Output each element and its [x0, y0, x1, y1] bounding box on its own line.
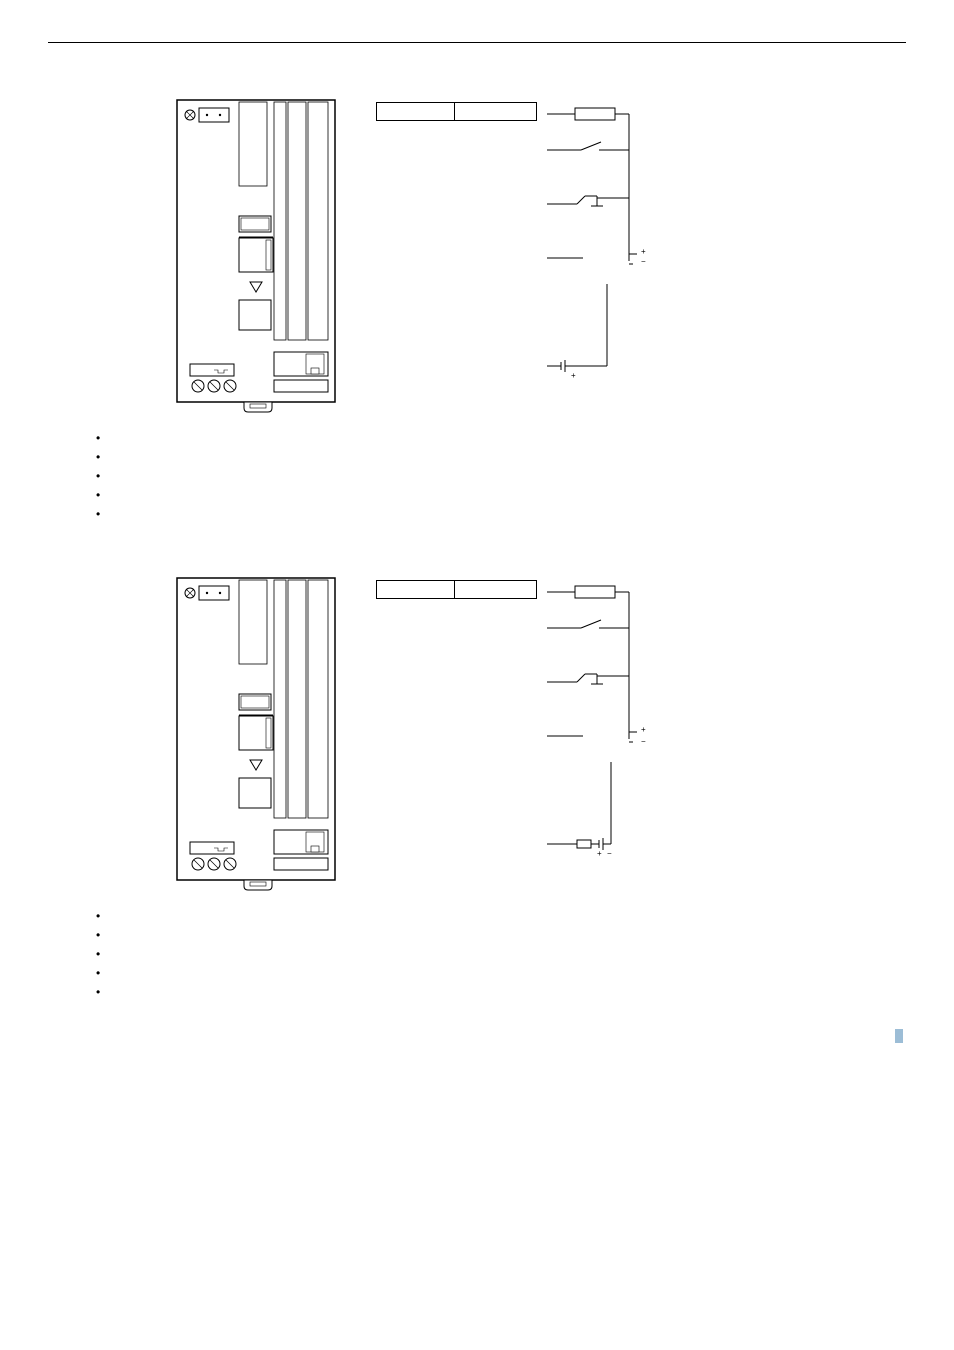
note-item — [96, 450, 906, 464]
module1-blocks — [66, 67, 906, 82]
module1-block: − + + — [66, 67, 906, 521]
note-item — [96, 966, 906, 980]
module2-wiring-diagram: + − + − — [547, 580, 667, 883]
module2-block: + − + − — [66, 545, 906, 999]
note-item — [96, 507, 906, 521]
chapter-header — [48, 40, 906, 43]
page-footer — [48, 1029, 906, 1043]
module1-wiring-diagram: − + + — [547, 102, 667, 405]
module2-figure — [176, 574, 336, 897]
note-item — [96, 947, 906, 961]
svg-text:−: − — [607, 849, 612, 858]
table-header-terminal — [377, 103, 455, 121]
module2-terminal-table — [376, 580, 537, 599]
svg-text:+: + — [597, 849, 602, 858]
svg-text:−: − — [641, 257, 646, 266]
note-item — [96, 469, 906, 483]
module2-notes — [96, 909, 906, 999]
note-item — [96, 985, 906, 999]
module1-figure — [176, 96, 336, 419]
svg-text:+: + — [641, 247, 646, 256]
svg-text:−: − — [641, 737, 646, 746]
svg-text:+: + — [641, 725, 646, 734]
idec-logo — [895, 1029, 906, 1043]
svg-text:+: + — [571, 371, 576, 380]
note-item — [96, 909, 906, 923]
note-item — [96, 431, 906, 445]
note-item — [96, 488, 906, 502]
module1-terminal-table — [376, 102, 537, 121]
note-item — [96, 928, 906, 942]
module2-blocks — [66, 545, 906, 560]
table-header-io — [455, 103, 537, 121]
module1-notes — [96, 431, 906, 521]
